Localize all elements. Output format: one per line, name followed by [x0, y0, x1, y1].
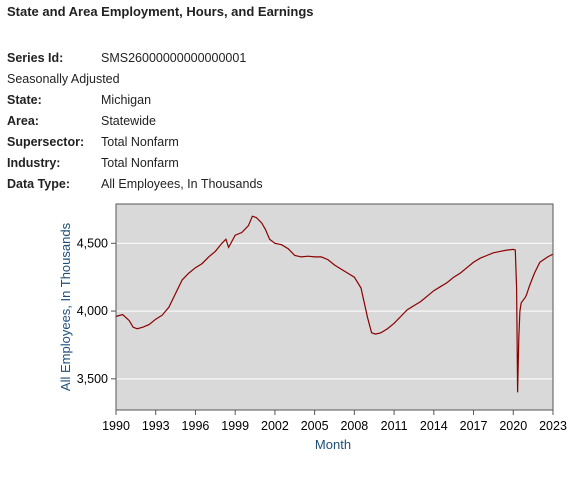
- gridlines: [116, 242, 553, 380]
- x-tick-label: 2011: [381, 419, 408, 433]
- page-title: State and Area Employment, Hours, and Ea…: [7, 4, 314, 19]
- industry-value: Total Nonfarm: [101, 156, 179, 170]
- series-metadata: Series Id: SMS26000000000000001 Seasonall…: [7, 48, 263, 195]
- state-value: Michigan: [101, 93, 152, 107]
- x-tick-label: 2017: [460, 419, 488, 433]
- x-axis-label: Month: [315, 437, 351, 452]
- series-id-value: SMS26000000000000001: [101, 51, 247, 65]
- datatype-row: Data Type: All Employees, In Thousands: [7, 174, 263, 195]
- series-id-row: Series Id: SMS26000000000000001: [7, 48, 263, 69]
- x-tick-label: 1999: [221, 419, 249, 433]
- area-label: Area:: [7, 114, 39, 128]
- adjustment-row: Seasonally Adjusted: [7, 69, 263, 90]
- area-row: Area: Statewide: [7, 111, 263, 132]
- y-axis-label: All Employees, In Thousands: [58, 222, 73, 391]
- industry-row: Industry: Total Nonfarm: [7, 153, 263, 174]
- state-row: State: Michigan: [7, 90, 263, 111]
- series-id-label: Series Id:: [7, 51, 64, 65]
- x-tick-label: 2020: [499, 419, 527, 433]
- y-tick-label: 4,000: [77, 304, 108, 318]
- x-tick-label: 2005: [301, 419, 329, 433]
- supersector-row: Supersector: Total Nonfarm: [7, 132, 263, 153]
- datatype-value: All Employees, In Thousands: [101, 177, 263, 191]
- industry-label: Industry:: [7, 156, 61, 170]
- plot-frame: [115, 203, 554, 411]
- plot-area: [116, 204, 553, 410]
- y-tick-label: 4,500: [77, 236, 108, 250]
- x-tick-label: 1993: [142, 419, 170, 433]
- x-axis-ticks: 1990 1993 1996 1999 2002 2005 2008 2011 2014 2017…: [102, 410, 567, 433]
- x-tick-label: 2014: [420, 419, 448, 433]
- x-tick-label: 2023: [539, 419, 567, 433]
- supersector-label: Supersector:: [7, 135, 85, 149]
- x-tick-label: 2008: [340, 419, 368, 433]
- datatype-label: Data Type:: [7, 177, 70, 191]
- x-tick-label: 1996: [182, 419, 210, 433]
- adjustment-value: Seasonally Adjusted: [7, 72, 120, 86]
- x-tick-label: 2002: [261, 419, 289, 433]
- supersector-value: Total Nonfarm: [101, 135, 179, 149]
- state-label: State:: [7, 93, 42, 107]
- y-axis-ticks: 3,500 4,000 4,500: [77, 236, 116, 386]
- area-value: Statewide: [101, 114, 156, 128]
- y-tick-label: 3,500: [77, 372, 108, 386]
- x-tick-label: 1990: [102, 419, 130, 433]
- series-line: [115, 215, 554, 393]
